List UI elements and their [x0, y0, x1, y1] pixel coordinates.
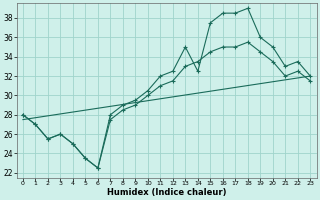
X-axis label: Humidex (Indice chaleur): Humidex (Indice chaleur): [107, 188, 226, 197]
